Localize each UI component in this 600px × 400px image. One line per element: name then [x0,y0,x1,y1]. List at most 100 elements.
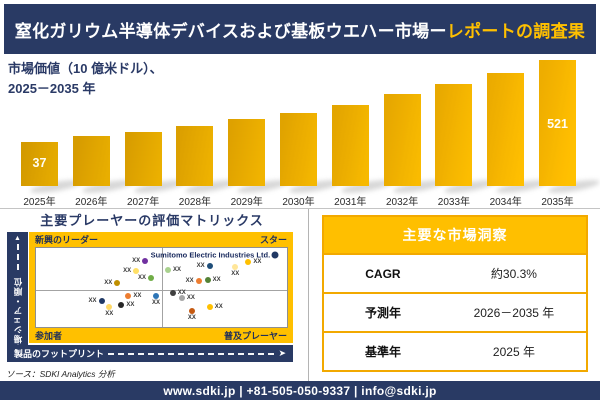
scatter-point-label: XX [173,267,182,274]
scatter-point-label: XX [212,277,221,284]
bar-2027年 [124,132,162,186]
scatter-dot [165,267,172,274]
scatter-dot [206,262,213,269]
quadrant-label-pervasive-players: 普及プレーヤー [223,331,287,341]
quadrant-divider-vertical [161,248,163,327]
quadrant-label-emerging-leaders: 新興のリーダー [35,235,99,245]
right-arrow-icon: ➤ [278,348,286,358]
bar-2035年 [539,60,576,186]
page-title: 窒化ガリウム半導体デバイスおよび基板ウエハー市場ー [14,21,447,41]
dashed-line-vertical [16,244,19,270]
x-label-2035年: 2035年 [541,197,574,208]
scatter-point-label: XX [123,268,132,275]
scatter-dot [147,275,154,282]
matrix-y-axis: ▲ 市場シェア・順位 [7,232,28,362]
bar-2026年 [72,136,110,186]
scatter-point-label: XX [132,257,141,264]
bar-2034年 [487,73,525,186]
row-value: 約30.3% [490,267,537,281]
scatter-dot [98,297,105,304]
scatter-point-label: XX [185,278,194,285]
scatter-point-label: XX [133,292,142,299]
scatter-dot [114,280,121,287]
footer-bar: www.sdki.jp | +81-505-050-9337 | info@sd… [0,381,600,400]
scatter-dot [152,292,159,299]
scatter-dot [142,257,149,264]
scatter-point-label: XX [88,297,97,304]
page-title-accent: レポートの調査果 [446,21,586,41]
x-label-2033年: 2033年 [437,197,471,208]
matrix-plot: XX XX XX XX XX XX XX XX XX XX Sumitomo Electric In… [35,247,288,328]
chart-subtitle-line2: 2025－2035 年 [8,80,96,96]
x-label-2027年: 2027年 [126,197,160,208]
scatter-dot [188,308,195,315]
matrix-bottom-band: 参加者 普及プレーヤー [29,328,293,342]
insights-table: 主要な市場洞察 CAGR 約30.3% 予測年 2026－2035 年 基準年 … [322,215,588,372]
scatter-dot [206,304,213,311]
table-row-base-year: 基準年 2025 年 [324,331,586,370]
x-label-2032年: 2032年 [385,197,419,208]
matrix-top-band: 新興のリーダー スター [29,233,293,247]
scatter-point-label: XX [126,301,135,308]
scatter-dot [271,251,279,259]
scatter-point-label: XX [214,304,223,311]
chart-subtitle-line1: 市場価値（10 億米ドル）、 [8,61,163,76]
bar-2030年 [280,113,317,186]
row-label: 予測年 [364,306,401,320]
scatter-point-label: XX [137,275,146,282]
scatter-dot [133,268,140,275]
scatter-point-label: XX [196,262,205,269]
matrix-panel: 新興のリーダー スター XX XX XX XX XX XX XX XX XX XX Sumitomo… [29,232,293,343]
up-arrow-icon: ▲ [14,235,21,242]
source-note: ソース：SDKI Analytics 分析 [6,369,115,379]
matrix-x-axis: 製品のフットプリント ➤ [7,345,293,362]
scatter-dot [195,278,202,285]
table-row-cagr: CAGR 約30.3% [324,253,586,292]
scatter-point-label: XX [104,280,113,287]
scatter-point-label: XX [187,315,196,322]
bar-2025年 [21,142,58,186]
bar-2033年 [435,84,473,186]
x-label-2028年: 2028年 [178,197,212,208]
bar-value-label: 521 [547,117,568,131]
scatter-dot [125,292,132,299]
bar-value-label: 37 [32,156,47,170]
vertical-divider [308,209,309,381]
scatter-dot [232,263,239,270]
scatter-dot [106,304,113,311]
bar-2031年 [331,105,369,186]
scatter-dot [178,294,185,301]
row-value: 2026－2035 年 [473,306,555,320]
bar-2032年 [383,94,421,186]
quadrant-label-participants: 参加者 [35,331,63,341]
bar-2029年 [228,119,266,186]
x-label-2034年: 2034年 [489,197,522,208]
x-label-2029年: 2029年 [230,197,263,208]
dashed-line-horizontal [108,352,275,355]
scatter-point-label: XX [105,311,114,318]
row-label: CAGR [365,266,401,281]
scatter-dot [245,258,252,265]
x-label-2026年: 2026年 [75,197,108,208]
scatter-point-label: XX [231,270,240,277]
insights-table-title: 主要な市場洞察 [324,217,586,253]
x-label-2031年: 2031年 [334,197,367,208]
x-label-2025年: 2025年 [23,197,56,208]
row-label: 基準年 [364,345,401,359]
scatter-dot [169,289,176,296]
scatter-point-label: XX [253,258,262,265]
matrix-x-axis-label: 製品のフットプリント [14,349,105,359]
bar-chart: 2025年 2026年 2027年 2028年 2029年 2030年 2031年 2032年… [21,60,600,208]
title-bar: 窒化ガリウム半導体デバイスおよび基板ウエハー市場ー レポートの調査果 [4,4,596,54]
bar-2028年 [176,126,214,186]
scatter-point-label: XX [177,289,186,296]
scatter-dot [204,277,211,284]
chart-subtitle: 市場価値（10 億米ドル）、 2025－2035 年 [8,59,163,98]
quadrant-divider-horizontal [36,289,287,291]
footer-contact-text: www.sdki.jp | +81-505-050-9337 | info@sd… [163,383,437,398]
table-row-forecast-years: 予測年 2026－2035 年 [324,292,586,331]
company-point-label: Sumitomo Electric Industries Ltd. [150,250,271,260]
scatter-point-label: XX [151,299,160,306]
x-label-2030年: 2030年 [282,197,315,208]
